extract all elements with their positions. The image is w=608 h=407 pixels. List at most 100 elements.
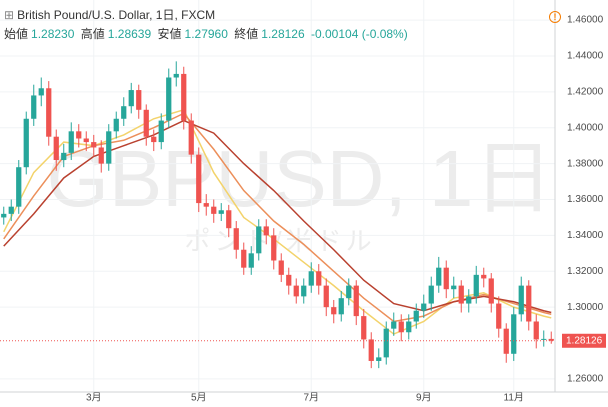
candle-body	[293, 285, 299, 297]
candle-body	[518, 285, 524, 315]
x-tick-label: 11月	[504, 392, 524, 404]
candle-body	[391, 321, 397, 329]
candle-body	[83, 138, 89, 143]
y-tick-label: 1.32000	[567, 266, 604, 277]
candle-body	[68, 131, 74, 153]
change: -0.00104 (-0.08%)	[311, 27, 408, 41]
watermark: GBPUSD, 1日	[47, 134, 554, 223]
candle-body	[241, 249, 247, 268]
candle-body	[211, 206, 217, 214]
price-label-box	[562, 333, 606, 348]
x-tick-label: 7月	[303, 392, 319, 404]
price-label: 1.28126	[566, 335, 603, 346]
y-tick-label: 1.42000	[567, 86, 604, 97]
icon[interactable]: ⊞	[4, 8, 15, 22]
y-tick-label: 1.40000	[567, 122, 604, 133]
candle-body	[263, 226, 269, 236]
candle-body	[398, 321, 404, 333]
candle-body	[428, 285, 434, 304]
ohlc-label: 終値	[234, 27, 259, 41]
legend-header: ⊞ British Pound/U.S. Dollar, 1日, FXCM 始値 1…	[4, 6, 411, 44]
y-tick-label: 1.36000	[567, 194, 604, 205]
candle-body	[61, 152, 67, 161]
ohlc-label: 高値	[80, 27, 105, 41]
candle-body	[368, 339, 374, 361]
candle-body	[38, 88, 44, 96]
candle-body	[338, 298, 344, 315]
candle-body	[511, 314, 517, 354]
candle-body	[121, 106, 127, 119]
candle-body	[23, 118, 29, 168]
candle-body	[496, 303, 502, 329]
ohlc-value: 1.27960	[184, 27, 228, 41]
ohlc-label: 安値	[157, 27, 182, 41]
candle-body	[323, 285, 329, 308]
candle-body	[541, 338, 547, 340]
y-tick-label: 1.46000	[567, 15, 604, 26]
candle-body	[8, 206, 14, 214]
candle-body	[503, 328, 509, 354]
candle-body	[406, 321, 412, 333]
candle-body	[196, 154, 202, 204]
ohlc-value: 1.28639	[107, 27, 152, 41]
candle-body	[271, 235, 277, 261]
x-tick-label: 5月	[191, 392, 207, 404]
candle-body	[361, 316, 367, 340]
candle-body	[256, 226, 262, 254]
candle-body	[278, 260, 284, 275]
y-tick-label: 1.26000	[567, 374, 604, 385]
candle-body	[353, 285, 359, 317]
alert-icon[interactable]: !	[549, 11, 561, 23]
candle-body	[473, 274, 479, 297]
candle-body	[526, 285, 532, 322]
candle-body	[128, 90, 134, 107]
candle-body	[98, 147, 104, 164]
candle-body	[451, 285, 457, 290]
candle-body	[233, 228, 239, 250]
candle-body	[481, 274, 487, 279]
candle-body	[166, 77, 172, 121]
y-tick-label: 1.30000	[567, 302, 604, 313]
ohlc-row: 始値 1.28230 高値 1.28639 安値 1.27960 終値 1.28126 …	[4, 25, 411, 44]
candle-body	[113, 118, 119, 132]
candle-body	[548, 338, 554, 341]
candle-body	[53, 136, 59, 161]
candle-body	[106, 131, 112, 164]
candle-body	[91, 142, 97, 148]
candle-body	[1, 213, 7, 218]
ohlc-label: 始値	[4, 27, 29, 41]
y-tick-label: 1.44000	[567, 51, 604, 62]
candle-body	[181, 73, 187, 121]
x-tick-label: 3月	[86, 392, 102, 404]
candle-body	[248, 253, 254, 268]
candle-body	[421, 303, 427, 311]
ohlc-value: 1.28126	[261, 27, 305, 41]
candle-body	[31, 95, 37, 119]
x-tick-label: 9月	[416, 392, 432, 404]
watermark-sub: ポンド/米ドル	[184, 226, 375, 256]
candle-body	[331, 307, 337, 315]
candle-body	[436, 267, 442, 286]
candle-body	[76, 131, 82, 139]
candle-body	[136, 90, 142, 110]
candle-body	[376, 357, 382, 361]
candle-body	[458, 285, 464, 304]
candle-body	[346, 285, 352, 299]
candle-body	[533, 321, 539, 340]
symbol-row: ⊞ British Pound/U.S. Dollar, 1日, FXCM	[4, 6, 411, 25]
candle-body	[16, 167, 22, 207]
candle-body	[173, 73, 179, 78]
candle-body	[46, 88, 52, 137]
candle-body	[413, 310, 419, 322]
candle-body	[158, 120, 164, 143]
symbol: British Pound/U.S. Dollar, 1日, FXCM	[17, 8, 216, 22]
candle-body	[143, 109, 149, 137]
ohlc-value: 1.28230	[31, 27, 75, 41]
candle-body	[226, 210, 232, 229]
candle-body	[218, 210, 224, 214]
candle-body	[443, 267, 449, 290]
candle-body	[203, 203, 209, 207]
candle-body	[151, 136, 157, 143]
